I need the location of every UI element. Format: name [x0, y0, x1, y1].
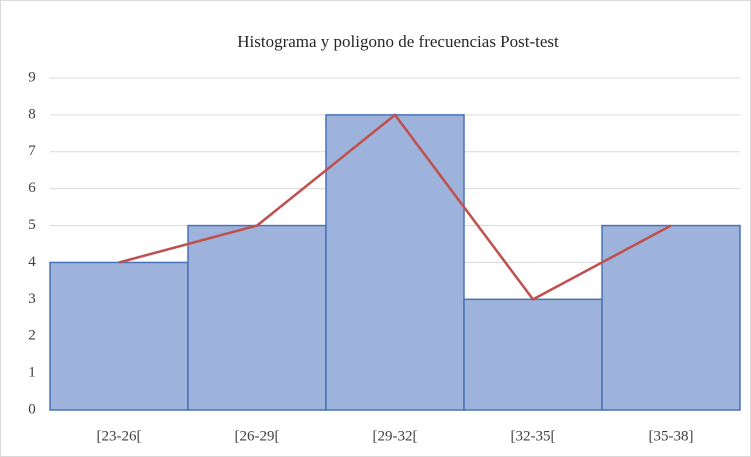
y-tick-label: 0: [28, 401, 36, 417]
bar: [325, 114, 465, 411]
y-tick-label: 4: [28, 254, 36, 270]
y-tick-label: 8: [28, 106, 36, 122]
x-tick-label: [32-35[: [511, 428, 556, 444]
y-tick-label: 6: [28, 180, 36, 196]
y-tick-label: 5: [28, 217, 36, 233]
polygon: [118, 113, 672, 301]
x-tick-label: [35-38]: [649, 428, 694, 444]
labels: 0 1 2 3 4 5 6 7 8 9 [23-26[ [26-29[ [29-32[ [32-35[ [3…: [28, 69, 693, 444]
bar: [601, 224, 741, 411]
y-tick-label: 2: [28, 328, 36, 344]
bar: [49, 261, 189, 411]
frequency-polygon: [118, 113, 672, 301]
y-tick-label: 7: [28, 143, 36, 159]
bar: [463, 298, 603, 411]
chart-title: Histograma y poligono de frecuencias Pos…: [237, 32, 559, 51]
x-tick-label: [26-29[: [235, 428, 280, 444]
bar: [187, 224, 327, 411]
x-tick-label: [23-26[: [97, 428, 142, 444]
y-tick-label: 1: [28, 365, 36, 381]
x-tick-label: [29-32[: [373, 428, 418, 444]
y-tick-label: 9: [28, 69, 36, 85]
bars: [49, 114, 741, 411]
y-tick-label: 3: [28, 291, 36, 307]
